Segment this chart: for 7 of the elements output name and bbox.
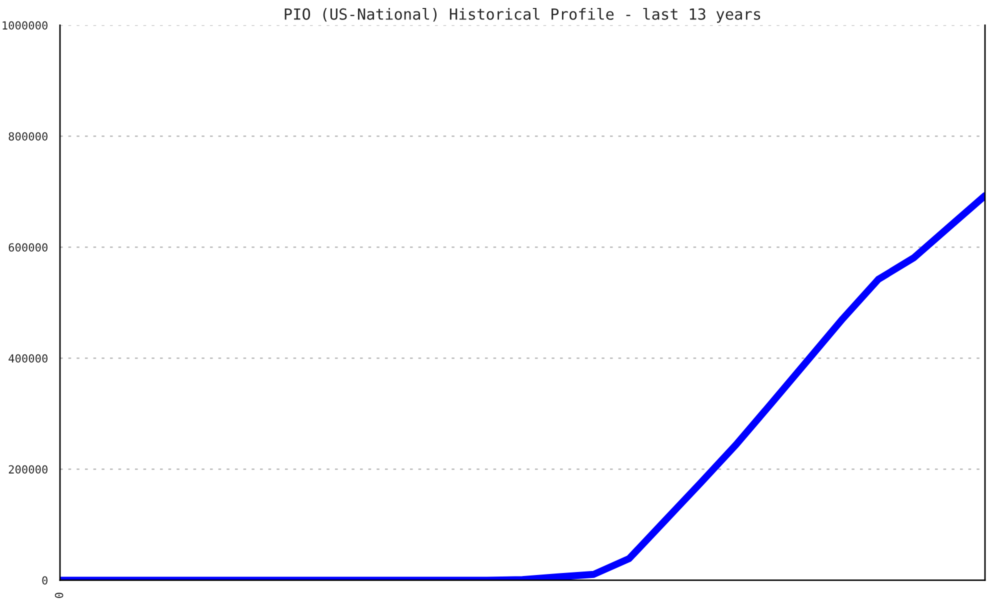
chart-title: PIO (US-National) Historical Profile - last 13 years [284,8,760,23]
y-tick-label: 600000 [8,243,48,252]
y-tick-label: 1000000 [2,21,48,30]
y-tick-label: 800000 [8,132,48,141]
y-tick-label: 0 [42,576,48,585]
y-tick-label: 200000 [8,465,48,474]
y-tick-label: 400000 [8,354,48,363]
